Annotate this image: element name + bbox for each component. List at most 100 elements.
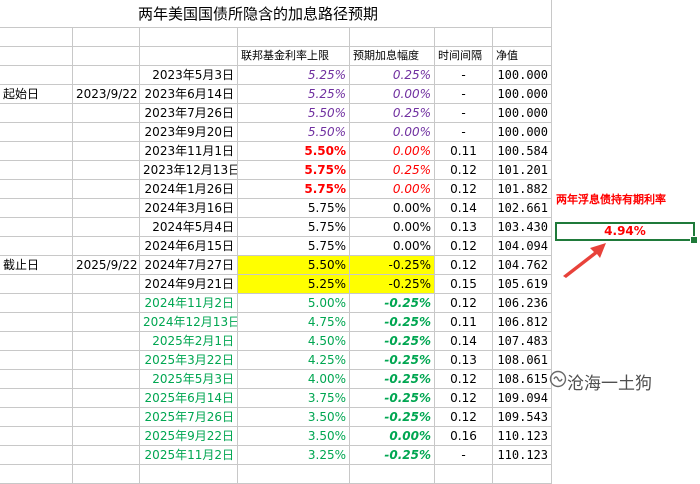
row-label-date-cell[interactable] [73, 66, 140, 85]
hike-cell[interactable]: 0.00% [350, 218, 435, 237]
header-fed-rate[interactable]: 联邦基金利率上限 [238, 47, 350, 66]
row-label-date-cell[interactable] [73, 351, 140, 370]
nav-cell[interactable]: 100.584 [493, 142, 552, 161]
row-label-cell[interactable] [0, 427, 73, 446]
row-label-cell[interactable] [0, 180, 73, 199]
cell[interactable] [493, 28, 552, 47]
row-label-cell[interactable] [0, 332, 73, 351]
interval-cell[interactable]: - [435, 446, 493, 465]
meeting-date-cell[interactable]: 2023年6月14日 [140, 85, 238, 104]
row-label-date-cell[interactable] [73, 313, 140, 332]
meeting-date-cell[interactable]: 2024年9月21日 [140, 275, 238, 294]
header-expected-hike[interactable]: 预期加息幅度 [350, 47, 435, 66]
meeting-date-cell[interactable]: 2025年5月3日 [140, 370, 238, 389]
hike-cell[interactable]: 0.00% [350, 180, 435, 199]
nav-cell[interactable]: 110.123 [493, 446, 552, 465]
cell[interactable] [350, 28, 435, 47]
interval-cell[interactable]: 0.12 [435, 237, 493, 256]
hike-cell[interactable]: 0.00% [350, 85, 435, 104]
row-label-cell[interactable] [0, 199, 73, 218]
meeting-date-cell[interactable]: 2024年11月2日 [140, 294, 238, 313]
meeting-date-cell[interactable]: 2023年12月13日 [140, 161, 238, 180]
rate-cell[interactable]: 5.25% [238, 85, 350, 104]
rate-cell[interactable]: 4.75% [238, 313, 350, 332]
hike-cell[interactable]: -0.25% [350, 408, 435, 427]
meeting-date-cell[interactable]: 2025年6月14日 [140, 389, 238, 408]
row-label-cell[interactable] [0, 66, 73, 85]
meeting-date-cell[interactable]: 2023年7月26日 [140, 104, 238, 123]
row-label-date-cell[interactable] [73, 389, 140, 408]
hike-cell[interactable]: 0.00% [350, 199, 435, 218]
cell[interactable] [350, 465, 435, 484]
interval-cell[interactable]: 0.11 [435, 142, 493, 161]
row-label-cell[interactable] [0, 142, 73, 161]
meeting-date-cell[interactable]: 2025年7月26日 [140, 408, 238, 427]
meeting-date-cell[interactable]: 2023年9月20日 [140, 123, 238, 142]
nav-cell[interactable]: 100.000 [493, 104, 552, 123]
meeting-date-cell[interactable]: 2024年7月27日 [140, 256, 238, 275]
row-label-date-cell[interactable] [73, 408, 140, 427]
row-label-cell[interactable] [0, 313, 73, 332]
hike-cell[interactable]: -0.25% [350, 370, 435, 389]
fill-handle[interactable] [690, 236, 698, 244]
nav-cell[interactable]: 104.094 [493, 237, 552, 256]
hike-cell[interactable]: 0.25% [350, 104, 435, 123]
rate-cell[interactable]: 5.75% [238, 180, 350, 199]
meeting-date-cell[interactable]: 2024年12月13日 [140, 313, 238, 332]
header-cell[interactable] [140, 47, 238, 66]
interval-cell[interactable]: 0.15 [435, 275, 493, 294]
nav-cell[interactable]: 110.123 [493, 427, 552, 446]
meeting-date-cell[interactable]: 2024年3月16日 [140, 199, 238, 218]
hike-cell[interactable]: 0.00% [350, 237, 435, 256]
nav-cell[interactable]: 101.201 [493, 161, 552, 180]
cell[interactable] [493, 465, 552, 484]
hike-cell[interactable]: -0.25% [350, 351, 435, 370]
nav-cell[interactable]: 106.812 [493, 313, 552, 332]
interval-cell[interactable]: 0.12 [435, 161, 493, 180]
row-label-date-cell[interactable] [73, 180, 140, 199]
row-label-date-cell[interactable] [73, 218, 140, 237]
meeting-date-cell[interactable]: 2025年11月2日 [140, 446, 238, 465]
hike-cell[interactable]: -0.25% [350, 446, 435, 465]
hike-cell[interactable]: -0.25% [350, 256, 435, 275]
rate-cell[interactable]: 5.75% [238, 237, 350, 256]
interval-cell[interactable]: 0.12 [435, 256, 493, 275]
hike-cell[interactable]: 0.25% [350, 161, 435, 180]
meeting-date-cell[interactable]: 2023年11月1日 [140, 142, 238, 161]
row-label-date-cell[interactable]: 2025/9/22 [73, 256, 140, 275]
cell[interactable] [140, 28, 238, 47]
nav-cell[interactable]: 100.000 [493, 123, 552, 142]
meeting-date-cell[interactable]: 2025年9月22日 [140, 427, 238, 446]
interval-cell[interactable]: - [435, 123, 493, 142]
rate-cell[interactable]: 5.50% [238, 256, 350, 275]
row-label-date-cell[interactable] [73, 142, 140, 161]
row-label-cell[interactable] [0, 218, 73, 237]
cell[interactable] [73, 465, 140, 484]
nav-cell[interactable]: 100.000 [493, 85, 552, 104]
hike-cell[interactable]: -0.25% [350, 389, 435, 408]
header-cell[interactable] [73, 47, 140, 66]
interval-cell[interactable]: 0.16 [435, 427, 493, 446]
row-label-cell[interactable] [0, 389, 73, 408]
header-interval[interactable]: 时间间隔 [435, 47, 493, 66]
nav-cell[interactable]: 106.236 [493, 294, 552, 313]
row-label-cell[interactable] [0, 294, 73, 313]
row-label-date-cell[interactable] [73, 237, 140, 256]
rate-cell[interactable]: 5.25% [238, 66, 350, 85]
interval-cell[interactable]: 0.12 [435, 408, 493, 427]
interval-cell[interactable]: 0.11 [435, 313, 493, 332]
meeting-date-cell[interactable]: 2025年2月1日 [140, 332, 238, 351]
rate-cell[interactable]: 4.00% [238, 370, 350, 389]
nav-cell[interactable]: 102.661 [493, 199, 552, 218]
meeting-date-cell[interactable]: 2024年1月26日 [140, 180, 238, 199]
interval-cell[interactable]: 0.12 [435, 389, 493, 408]
nav-cell[interactable]: 101.882 [493, 180, 552, 199]
rate-cell[interactable]: 3.25% [238, 446, 350, 465]
nav-cell[interactable]: 108.061 [493, 351, 552, 370]
interval-cell[interactable]: 0.12 [435, 294, 493, 313]
row-label-cell[interactable] [0, 123, 73, 142]
nav-cell[interactable]: 103.430 [493, 218, 552, 237]
rate-cell[interactable]: 3.50% [238, 427, 350, 446]
row-label-cell[interactable] [0, 351, 73, 370]
holding-rate-cell[interactable]: 4.94% [555, 222, 695, 241]
